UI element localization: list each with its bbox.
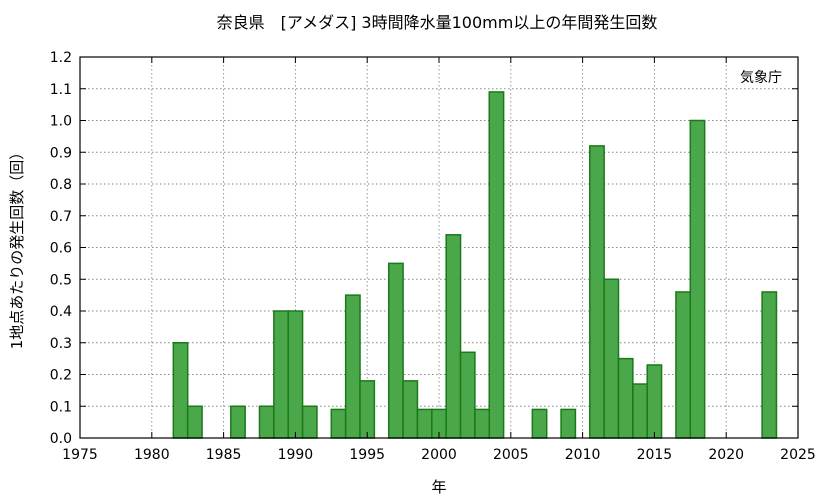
bar-1988	[258, 405, 275, 439]
y-tick-label: 0.3	[50, 336, 72, 352]
y-tick-label: 0.0	[50, 431, 72, 447]
y-axis-ticks: 0.0 0.1 0.2 0.3 0.4 0.5 0.6 0.7 0.8 0.9 1.0 1.1 1.2	[50, 50, 798, 447]
x-tick-label: 1975	[62, 447, 98, 463]
y-tick-label: 1.2	[50, 50, 72, 66]
bar-2003	[474, 408, 491, 439]
x-tick-label: 2020	[708, 447, 744, 463]
x-tick-label: 1985	[206, 447, 242, 463]
x-tick-label: 2025	[780, 447, 816, 463]
y-tick-label: 0.9	[50, 145, 72, 161]
bar-1989	[273, 310, 289, 439]
y-tick-label: 0.4	[50, 304, 72, 320]
bar-2009	[560, 408, 577, 439]
x-tick-label: 2010	[565, 447, 601, 463]
bar-1986	[230, 405, 246, 439]
y-axis-label: 1地点あたりの発生回数（回）	[8, 145, 26, 350]
bar-1995	[359, 380, 376, 439]
y-tick-label: 0.6	[50, 241, 72, 257]
bar-2004	[488, 91, 505, 439]
y-tick-label: 0.1	[50, 399, 72, 415]
x-tick-label: 1990	[278, 447, 314, 463]
bars	[172, 91, 778, 439]
y-tick-label: 1.0	[50, 114, 72, 130]
x-tick-label: 2005	[493, 447, 529, 463]
y-tick-label: 0.2	[50, 368, 72, 384]
bar-1999	[416, 408, 433, 439]
bar-2014	[632, 383, 648, 439]
bar-2011	[589, 145, 605, 439]
y-tick-label: 0.8	[50, 177, 72, 193]
chart-title: 奈良県 [アメダス] 3時間降水量100mm以上の年間発生回数	[217, 13, 658, 32]
bar-2018	[689, 119, 706, 439]
source-annotation: 気象庁	[740, 70, 782, 86]
x-tick-label: 2015	[637, 447, 673, 463]
x-tick-label: 2000	[421, 447, 457, 463]
y-tick-label: 1.1	[50, 82, 72, 98]
bar-2001	[445, 234, 462, 439]
x-axis-ticks: 1975 1980 1985 1990 1995 2000 2005 2010 2015 2020…	[62, 57, 816, 463]
bar-2012	[603, 278, 620, 439]
y-tick-label: 0.7	[50, 209, 72, 225]
x-axis-label: 年	[431, 478, 446, 496]
x-tick-label: 1980	[134, 447, 170, 463]
bar-2023	[761, 291, 778, 439]
y-tick-label: 0.5	[50, 272, 72, 288]
bar-2017	[675, 291, 692, 439]
bar-2015	[646, 364, 663, 439]
bar-1994	[344, 294, 361, 439]
bar-1993	[330, 408, 347, 439]
x-tick-label: 1995	[349, 447, 385, 463]
bar-2013	[617, 357, 634, 439]
bar-1982	[172, 342, 189, 439]
bar-1997	[387, 262, 404, 439]
bar-1990	[287, 310, 304, 439]
bar-1983	[186, 405, 203, 439]
bar-1998	[402, 380, 419, 439]
bar-1991	[301, 405, 318, 439]
bar-2007	[531, 408, 548, 439]
bar-2002	[459, 351, 476, 439]
